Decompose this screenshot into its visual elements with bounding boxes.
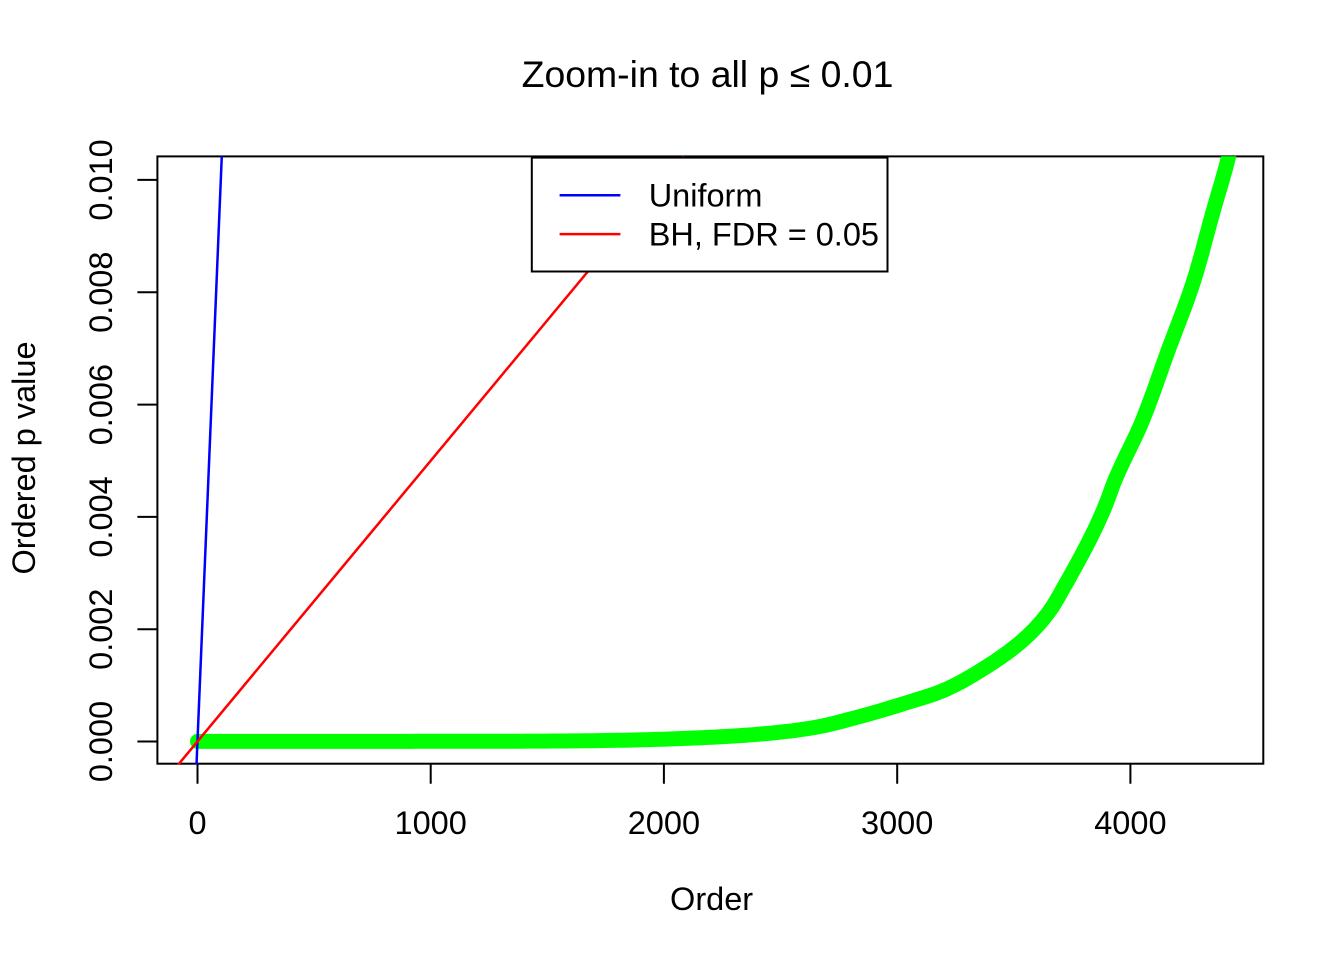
svg-text:0.004: 0.004	[83, 476, 119, 557]
svg-text:0.008: 0.008	[83, 252, 119, 333]
svg-text:Ordered p value: Ordered p value	[6, 341, 42, 574]
svg-text:4000: 4000	[1094, 805, 1166, 841]
svg-text:0.002: 0.002	[83, 589, 119, 670]
svg-text:Uniform: Uniform	[649, 178, 763, 214]
svg-text:Zoom-in to all p ≤ 0.01: Zoom-in to all p ≤ 0.01	[522, 53, 894, 95]
svg-text:0: 0	[188, 805, 206, 841]
svg-text:0.000: 0.000	[83, 701, 119, 782]
svg-text:Order: Order	[670, 881, 753, 917]
svg-text:BH, FDR = 0.05: BH, FDR = 0.05	[649, 216, 879, 252]
svg-text:0.010: 0.010	[83, 139, 119, 220]
svg-text:3000: 3000	[861, 805, 933, 841]
svg-text:0.006: 0.006	[83, 364, 119, 445]
svg-text:1000: 1000	[395, 805, 467, 841]
svg-text:2000: 2000	[628, 805, 700, 841]
